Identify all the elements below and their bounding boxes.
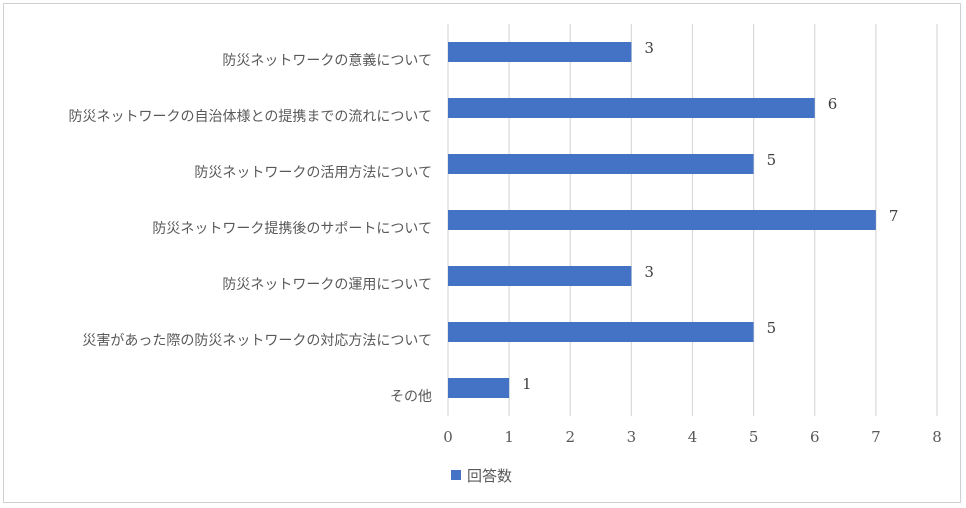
- bars: [448, 42, 876, 398]
- data-label: 6: [828, 95, 838, 113]
- x-tick-label: 7: [871, 428, 881, 446]
- x-tick-label: 2: [565, 428, 575, 446]
- data-label: 7: [889, 207, 899, 225]
- data-label: 3: [644, 263, 654, 281]
- bar: [448, 322, 754, 342]
- category-label: その他: [390, 389, 432, 405]
- data-label: 5: [767, 151, 777, 169]
- data-labels: 3 6 5 7 3 5 1: [522, 39, 898, 393]
- category-labels: 防災ネットワークの意義について防災ネットワークの自治体様との提携までの流れについ…: [69, 52, 432, 405]
- chart-frame: [3, 3, 961, 503]
- data-label: 5: [767, 319, 777, 337]
- legend-swatch: [451, 470, 461, 480]
- x-tick-label: 8: [932, 428, 942, 446]
- x-tick-label: 1: [504, 428, 514, 446]
- bar: [448, 42, 632, 62]
- bar: [448, 378, 510, 398]
- x-tick-label: 5: [749, 428, 759, 446]
- x-tick-label: 6: [810, 428, 820, 446]
- x-tick-label: 3: [627, 428, 637, 446]
- category-label: 防災ネットワークの意義について: [222, 52, 432, 69]
- category-label: 災害があった際の防災ネットワークの対応方法について: [82, 333, 432, 349]
- data-label: 1: [522, 375, 532, 393]
- x-axis-tick-labels: 0 1 2 3 4 5 6 7 8: [443, 428, 942, 446]
- data-label: 3: [644, 39, 654, 57]
- bar: [448, 154, 754, 174]
- category-label: 防災ネットワークの自治体様との提携までの流れについて: [69, 109, 432, 125]
- legend: 回答数: [451, 467, 512, 485]
- x-tick-label: 4: [688, 428, 698, 446]
- bar: [448, 98, 815, 118]
- category-label: 防災ネットワークの活用方法について: [194, 165, 432, 181]
- bar: [448, 266, 632, 286]
- category-label: 防災ネットワークの運用について: [222, 277, 432, 293]
- category-label: 防災ネットワーク提携後のサポートについて: [152, 221, 432, 237]
- bar: [448, 210, 876, 230]
- legend-label: 回答数: [467, 467, 512, 485]
- x-tick-label: 0: [443, 428, 453, 446]
